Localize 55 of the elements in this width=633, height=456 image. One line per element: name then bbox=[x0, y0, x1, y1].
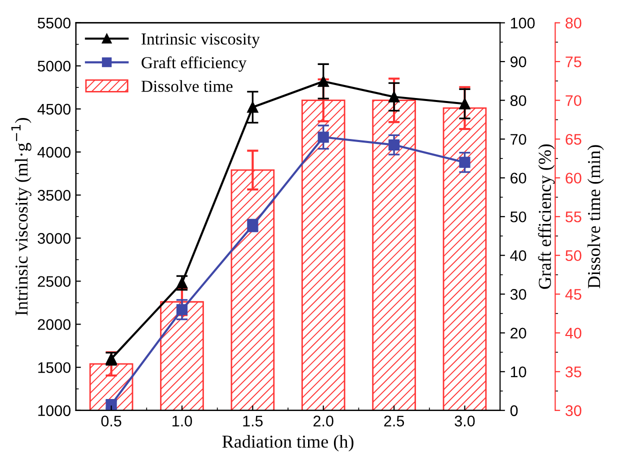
y3-tick-label: 45 bbox=[565, 289, 582, 300]
point bbox=[388, 91, 400, 102]
y2-tick-label: 10 bbox=[510, 366, 526, 378]
y2-tick-label: 50 bbox=[510, 211, 526, 222]
y-tick-label: 5500 bbox=[38, 18, 71, 28]
y2-tick-label: 20 bbox=[510, 328, 526, 339]
x-tick-label: 2.0 bbox=[314, 416, 334, 426]
y3-tick-label: 60 bbox=[566, 172, 582, 184]
y3-tick-label: 40 bbox=[565, 328, 582, 339]
y-tick-label: 1500 bbox=[38, 362, 71, 374]
y3-tick-label: 30 bbox=[566, 405, 582, 416]
point bbox=[106, 399, 117, 410]
y-tick-label: 4500 bbox=[37, 104, 71, 115]
y3-tick-label: 80 bbox=[566, 18, 582, 28]
y2-tick-label: 60 bbox=[510, 172, 526, 184]
y-tick-label: 5000 bbox=[38, 60, 71, 72]
y3-tick-label: 55 bbox=[566, 212, 582, 222]
point bbox=[318, 132, 329, 143]
point bbox=[459, 156, 470, 168]
point bbox=[176, 304, 188, 316]
legend-label: Graft efficiency bbox=[142, 56, 247, 72]
y2-tick-label: 0 bbox=[510, 405, 518, 416]
y2-tick-label: 70 bbox=[510, 134, 526, 145]
x-tick-label: 3.0 bbox=[454, 416, 475, 426]
y-tick-label: 3000 bbox=[38, 233, 71, 244]
x-tick-label: 1.0 bbox=[172, 416, 192, 426]
point bbox=[176, 277, 188, 288]
y2-tick-label: 80 bbox=[510, 95, 526, 106]
y-tick-label: 2000 bbox=[38, 319, 71, 330]
point bbox=[388, 139, 400, 150]
y-tick-label: 4000 bbox=[37, 146, 71, 158]
y3-tick-label: 70 bbox=[566, 95, 582, 106]
y-tick-label: 3500 bbox=[38, 190, 71, 201]
y2-axis-title: Graft efficiency (%) bbox=[538, 144, 555, 289]
x-axis-title: Radiation time (h) bbox=[222, 435, 354, 452]
y-axis-title: Intrinsic viscosity (ml·g$^{−1}$) bbox=[11, 118, 32, 316]
y3-axis-title: Dissolve time (min) bbox=[587, 145, 604, 288]
x-tick-label: 2.5 bbox=[384, 416, 404, 426]
y3-tick-label: 65 bbox=[566, 134, 582, 145]
y2-tick-label: 90 bbox=[510, 56, 526, 68]
point bbox=[459, 98, 470, 110]
legend-label: Dissolve time bbox=[141, 80, 233, 92]
y-tick-label: 2500 bbox=[38, 276, 71, 287]
y3-tick-label: 50 bbox=[566, 250, 582, 262]
y2-tick-label: 30 bbox=[510, 288, 526, 300]
point bbox=[247, 102, 258, 113]
y3-tick-label: 75 bbox=[566, 56, 582, 68]
y-tick-label: 1000 bbox=[38, 405, 71, 416]
point bbox=[318, 76, 329, 87]
y3-tick-label: 35 bbox=[566, 366, 582, 378]
legend-label: Intrinsic viscosity bbox=[142, 33, 260, 48]
x-tick-label: 0.5 bbox=[101, 416, 122, 426]
x-tick-label: 1.5 bbox=[243, 416, 263, 426]
y2-tick-label: 100 bbox=[510, 18, 535, 28]
y2-tick-label: 40 bbox=[510, 250, 526, 262]
